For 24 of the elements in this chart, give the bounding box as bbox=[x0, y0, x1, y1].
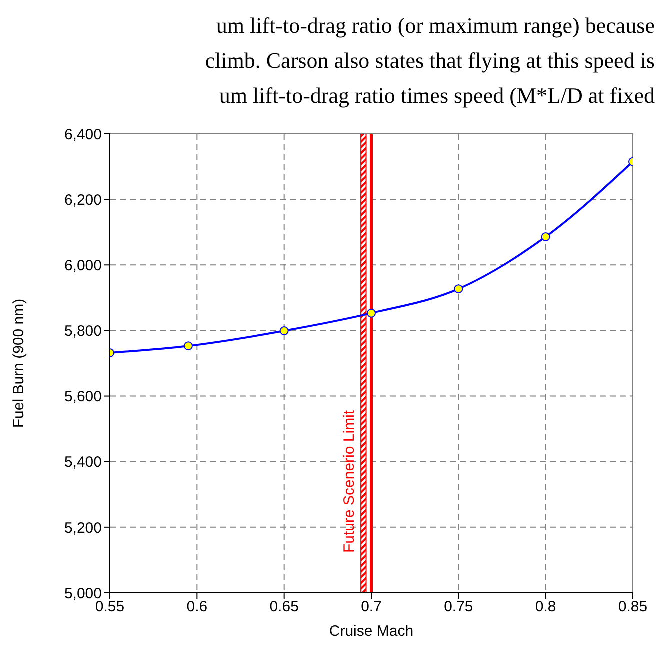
y-tick-label: 5,400 bbox=[64, 454, 102, 472]
y-tick-label: 6,400 bbox=[64, 126, 102, 144]
x-tick-label: 0.75 bbox=[444, 598, 474, 616]
x-tick-label: 0.6 bbox=[186, 598, 208, 616]
ref-line-label: Future Scenerio Limit bbox=[341, 410, 358, 553]
y-tick-label: 5,200 bbox=[64, 520, 102, 537]
y-axis-title: Fuel Burn (900 nm) bbox=[10, 298, 28, 428]
point bbox=[280, 326, 289, 336]
text: um lift-to-drag ratio times speed (M*L/D at fixed bbox=[218, 82, 655, 110]
y-tick-label: 6,200 bbox=[64, 192, 102, 209]
y-tick-label: 5,800 bbox=[64, 323, 102, 340]
text: climb. Carson also states that flying at this speed is bbox=[204, 47, 655, 75]
x-tick-label: 0.65 bbox=[270, 598, 299, 616]
x-tick-label: 0.7 bbox=[361, 598, 382, 616]
x-tick-label: 0.85 bbox=[618, 598, 648, 616]
point bbox=[367, 308, 376, 318]
x-tick-label: 0.8 bbox=[535, 598, 556, 616]
y-tick-label: 6,000 bbox=[64, 257, 102, 274]
x-axis-title: Cruise Mach bbox=[329, 623, 414, 640]
point bbox=[184, 342, 193, 351]
point bbox=[454, 284, 464, 294]
point bbox=[541, 232, 550, 242]
y-tick-label: 5,600 bbox=[64, 388, 102, 406]
text: um lift-to-drag ratio (or maximum range) because bbox=[215, 12, 655, 40]
